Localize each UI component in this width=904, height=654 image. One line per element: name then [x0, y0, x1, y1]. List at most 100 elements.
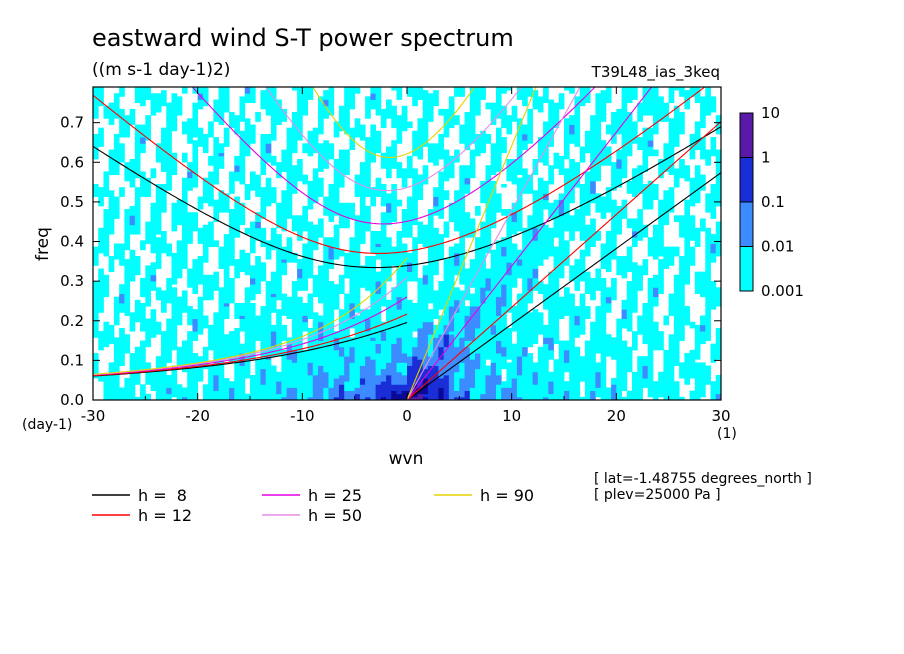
heatmap-cell: [181, 152, 188, 157]
heatmap-cell: [286, 193, 293, 197]
heatmap-cell: [113, 140, 120, 144]
heatmap-cell: [375, 346, 382, 351]
heatmap-cell: [129, 174, 136, 179]
heatmap-cell: [480, 240, 486, 244]
heatmap-cell: [307, 387, 314, 392]
heatmap-cell: [134, 224, 141, 229]
heatmap-cell: [459, 252, 465, 257]
heatmap-cell: [391, 365, 397, 370]
heatmap-cell: [134, 140, 141, 144]
heatmap-cell: [297, 287, 303, 291]
heatmap-cell: [485, 287, 492, 291]
heatmap-cell: [176, 105, 183, 110]
heatmap-cell: [213, 177, 219, 182]
heatmap-cell: [359, 274, 366, 279]
heatmap-cell: [265, 177, 272, 182]
heatmap-cell: [396, 318, 403, 323]
heatmap-cell: [103, 212, 110, 216]
heatmap-cell: [323, 93, 329, 97]
heatmap-cell: [93, 302, 99, 307]
heatmap-cell: [155, 152, 162, 157]
heatmap-cell: [202, 387, 209, 392]
heatmap-cell: [344, 152, 350, 157]
heatmap-cell: [276, 243, 282, 248]
heatmap-cell: [192, 384, 199, 388]
heatmap-cell: [469, 328, 476, 332]
heatmap-cell: [328, 187, 335, 191]
heatmap-cell: [302, 262, 308, 266]
heatmap-cell: [197, 256, 204, 260]
heatmap-cell: [234, 315, 240, 320]
heatmap-cell: [134, 265, 141, 269]
heatmap-cell: [344, 224, 350, 229]
heatmap-cell: [270, 124, 277, 129]
heatmap-cell: [443, 293, 450, 298]
heatmap-cell: [181, 362, 188, 366]
heatmap-cell: [276, 112, 282, 116]
heatmap-cell: [427, 259, 434, 263]
heatmap-cell: [171, 328, 178, 332]
heatmap-cell: [192, 381, 199, 385]
heatmap-cell: [307, 315, 314, 320]
heatmap-cell: [276, 121, 282, 125]
heatmap-cell: [344, 165, 350, 169]
heatmap-cell: [260, 209, 267, 213]
heatmap-cell: [401, 346, 408, 351]
heatmap-cell: [276, 281, 282, 285]
heatmap-cell: [459, 215, 465, 219]
heatmap-cell: [234, 384, 240, 388]
heatmap-cell: [250, 177, 256, 182]
heatmap-cell: [469, 315, 476, 320]
heatmap-cell: [485, 190, 492, 194]
heatmap-cell: [192, 212, 199, 216]
heatmap-cell: [365, 143, 371, 147]
heatmap-cell: [464, 387, 471, 392]
heatmap-cell: [129, 115, 136, 119]
heatmap-cell: [98, 299, 104, 304]
heatmap-cell: [265, 137, 272, 141]
heatmap-cell: [396, 249, 403, 254]
heatmap-cell: [192, 315, 199, 320]
heatmap-cell: [181, 390, 188, 395]
heatmap-cell: [391, 368, 397, 373]
heatmap-cell: [213, 384, 219, 388]
heatmap-cell: [234, 396, 240, 400]
heatmap-cell: [270, 99, 277, 104]
heatmap-cell: [234, 177, 240, 182]
heatmap-cell: [119, 121, 125, 125]
heatmap-cell: [427, 315, 434, 320]
heatmap-cell: [354, 381, 361, 385]
heatmap-cell: [396, 87, 403, 91]
heatmap-cell: [459, 205, 465, 210]
heatmap-cell: [291, 362, 298, 366]
heatmap-cell: [176, 318, 183, 323]
heatmap-cell: [433, 353, 439, 357]
heatmap-cell: [344, 362, 350, 366]
heatmap-cell: [412, 140, 418, 144]
heatmap-cell: [260, 356, 267, 360]
heatmap-cell: [213, 381, 219, 385]
heatmap-cell: [422, 309, 429, 313]
heatmap-cell: [354, 87, 361, 91]
heatmap-cell: [192, 284, 199, 288]
heatmap-cell: [150, 277, 157, 282]
heatmap-cell: [370, 290, 376, 294]
heatmap-cell: [401, 315, 408, 320]
heatmap-cell: [302, 90, 308, 94]
heatmap-cell: [119, 296, 125, 301]
heatmap-cell: [359, 133, 366, 138]
heatmap-cell: [438, 146, 445, 150]
heatmap-cell: [171, 168, 178, 172]
heatmap-cell: [260, 384, 267, 388]
heatmap-cell: [427, 318, 434, 323]
heatmap-cell: [433, 249, 439, 254]
heatmap-cell: [318, 396, 324, 400]
heatmap-cell: [396, 121, 403, 125]
heatmap-cell: [108, 340, 115, 345]
heatmap-cell: [113, 309, 120, 313]
heatmap-cell: [412, 96, 418, 100]
heatmap-cell: [307, 252, 314, 257]
heatmap-cell: [260, 321, 267, 326]
heatmap-cell: [171, 302, 178, 307]
heatmap-cell: [239, 321, 246, 326]
